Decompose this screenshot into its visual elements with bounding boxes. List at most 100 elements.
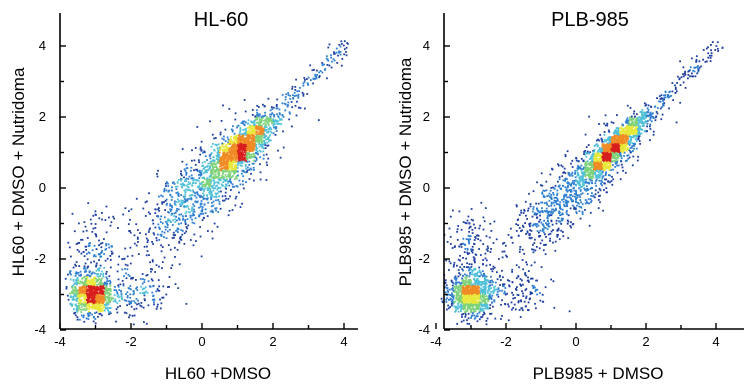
scatter-point <box>217 156 219 159</box>
scatter-point <box>272 124 275 127</box>
scatter-point <box>625 119 628 121</box>
scatter-point <box>222 149 225 152</box>
scatter-point <box>560 217 563 220</box>
scatter-point <box>88 242 90 245</box>
scatter-point <box>259 135 262 138</box>
scatter-point <box>244 143 246 146</box>
scatter-point <box>652 133 655 136</box>
scatter-point <box>189 194 192 197</box>
scatter-point <box>127 300 130 303</box>
scatter-point <box>637 132 640 134</box>
scatter-point <box>79 274 82 277</box>
scatter-point <box>550 204 553 207</box>
scatter-point <box>209 188 212 190</box>
scatter-point <box>201 185 204 188</box>
scatter-point <box>251 139 254 141</box>
scatter-point <box>85 282 88 284</box>
scatter-point <box>623 132 625 135</box>
scatter-point <box>250 168 253 171</box>
scatter-point <box>274 119 277 122</box>
scatter-point <box>220 163 223 166</box>
scatter-point <box>154 208 157 211</box>
scatter-point <box>613 146 615 148</box>
scatter-point <box>566 222 569 225</box>
scatter-point <box>253 169 255 171</box>
scatter-point <box>142 306 145 309</box>
scatter-point <box>126 296 129 299</box>
scatter-point <box>536 216 539 219</box>
scatter-point <box>295 78 297 81</box>
scatter-point <box>75 278 78 281</box>
scatter-point <box>564 154 567 156</box>
scatter-point <box>278 108 281 111</box>
scatter-point <box>550 210 553 213</box>
scatter-point <box>99 285 101 288</box>
scatter-point <box>261 129 264 132</box>
scatter-point <box>76 295 79 297</box>
scatter-point <box>173 215 176 217</box>
scatter-point <box>73 312 75 315</box>
scatter-point <box>183 243 186 245</box>
scatter-point <box>326 64 329 66</box>
scatter-point <box>174 256 176 258</box>
scatter-point <box>254 115 256 118</box>
scatter-point <box>587 170 590 172</box>
scatter-point <box>159 298 161 301</box>
scatter-point <box>591 163 594 166</box>
scatter-point <box>256 114 258 116</box>
scatter-point <box>303 81 306 83</box>
scatter-point <box>206 171 208 174</box>
scatter-point <box>264 118 267 121</box>
scatter-point <box>605 155 608 158</box>
scatter-point <box>236 149 238 152</box>
scatter-point <box>224 140 227 142</box>
scatter-point <box>210 195 213 198</box>
scatter-point <box>220 168 223 171</box>
scatter-point <box>248 143 251 146</box>
scatter-point <box>128 275 131 278</box>
scatter-point <box>107 280 109 282</box>
scatter-point <box>235 195 238 198</box>
scatter-point <box>570 197 573 200</box>
scatter-point <box>519 248 521 251</box>
scatter-point <box>341 58 344 60</box>
scatter-point <box>186 184 188 187</box>
scatter-point <box>219 146 222 148</box>
scatter-point <box>599 174 602 177</box>
scatter-point <box>613 148 616 150</box>
scatter-point <box>327 59 330 62</box>
scatter-point <box>101 218 103 221</box>
scatter-point <box>95 265 97 268</box>
scatter-point <box>555 209 557 211</box>
scatter-point <box>177 179 180 181</box>
scatter-point <box>83 275 86 278</box>
scatter-point <box>215 209 217 212</box>
scatter-point <box>202 198 205 200</box>
scatter-point <box>222 104 224 107</box>
scatter-point <box>256 141 259 143</box>
scatter-point <box>186 205 189 207</box>
scatter-point <box>229 176 232 179</box>
scatter-point <box>246 171 248 173</box>
scatter-point <box>200 182 203 185</box>
scatter-point <box>69 303 72 306</box>
scatter-point <box>170 208 173 211</box>
scatter-point <box>80 300 83 302</box>
scatter-point <box>178 218 181 221</box>
scatter-point <box>91 271 94 274</box>
scatter-point <box>93 279 95 281</box>
scatter-point <box>617 148 619 151</box>
scatter-point <box>82 303 85 306</box>
scatter-point <box>212 163 214 165</box>
scatter-point <box>130 300 133 303</box>
scatter-point <box>250 138 253 140</box>
scatter-point <box>225 179 228 182</box>
scatter-point <box>196 179 199 182</box>
scatter-point <box>90 294 93 297</box>
scatter-point <box>135 287 137 290</box>
scatter-point <box>242 147 245 150</box>
scatter-point <box>519 278 522 280</box>
scatter-point <box>195 182 197 185</box>
scatter-point <box>227 160 229 162</box>
scatter-point <box>224 128 227 131</box>
